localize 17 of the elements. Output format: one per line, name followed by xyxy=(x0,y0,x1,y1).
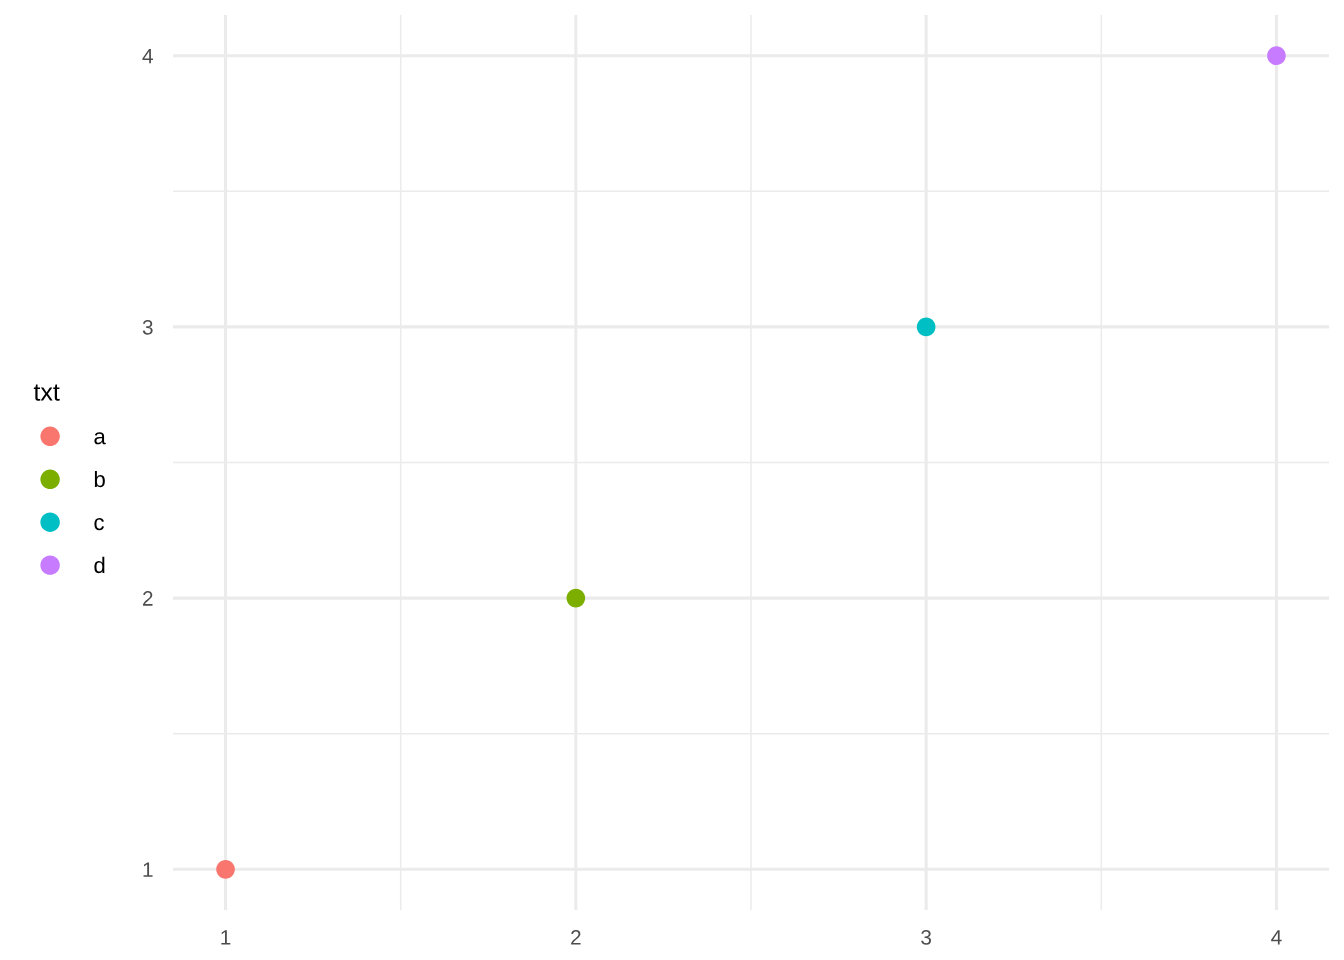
y-tick-label: 2 xyxy=(143,591,153,606)
point xyxy=(566,588,586,608)
point xyxy=(1267,46,1286,65)
x-tick-label: 1 xyxy=(221,930,231,945)
legend-label: b xyxy=(94,470,105,488)
x-tick-label: 2 xyxy=(571,929,581,945)
legend-label: d xyxy=(94,556,105,574)
y-tick-label: 3 xyxy=(142,319,153,335)
x-tick-label: 4 xyxy=(1271,930,1282,945)
legend-label: c xyxy=(94,518,104,531)
y-tick-label: 1 xyxy=(143,862,153,877)
legend-title: txt xyxy=(33,384,60,401)
y-tick-label: 4 xyxy=(142,48,153,64)
x-tick-label: 3 xyxy=(921,929,932,945)
point xyxy=(916,317,936,337)
legend-label: a xyxy=(94,432,106,445)
point xyxy=(216,860,235,879)
